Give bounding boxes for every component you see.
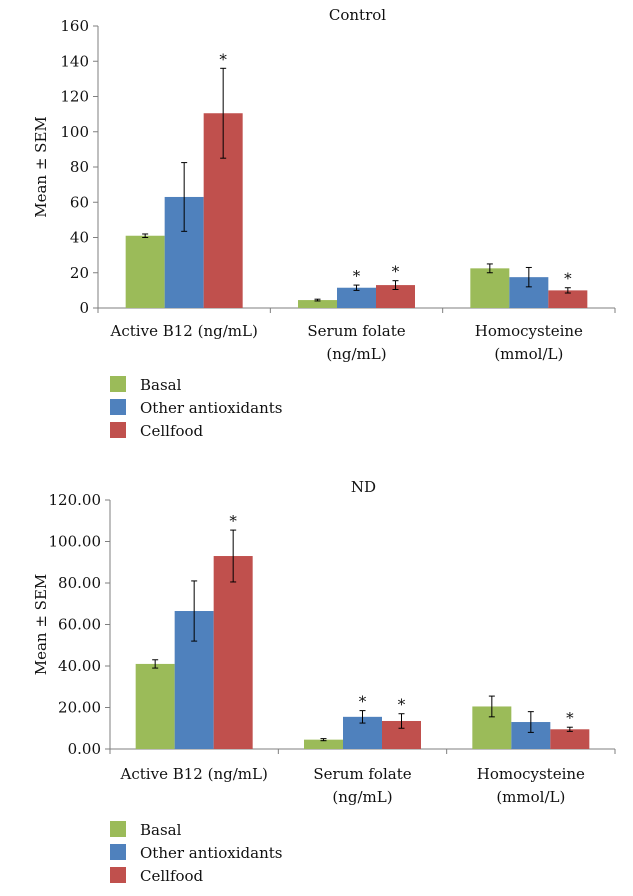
x-category-label: Serum folate [313, 765, 411, 783]
legend-label: Basal [140, 376, 182, 394]
significance-marker: * [566, 709, 574, 727]
y-tick-label: 40.00 [58, 657, 101, 675]
chart-title: Control [329, 6, 386, 24]
bar [214, 556, 253, 749]
x-category-label: (mmol/L) [494, 345, 563, 363]
y-tick-label: 80.00 [58, 574, 101, 592]
legend-label: Other antioxidants [140, 844, 282, 862]
bar [136, 664, 175, 749]
x-category-label: (ng/mL) [332, 788, 392, 806]
x-category-label: (mmol/L) [496, 788, 565, 806]
y-tick-label: 100.00 [49, 533, 102, 551]
x-category-label: (ng/mL) [326, 345, 386, 363]
significance-marker: * [229, 512, 237, 530]
significance-marker: * [392, 263, 400, 281]
y-tick-label: 20.00 [58, 699, 101, 717]
y-tick-label: 60 [70, 193, 89, 211]
legend-swatch [110, 844, 126, 860]
y-axis-label: Mean ± SEM [32, 116, 50, 218]
significance-marker: * [564, 270, 572, 288]
legend-swatch [110, 821, 126, 837]
x-category-label: Homocysteine [475, 322, 583, 340]
y-tick-label: 140 [60, 52, 89, 70]
x-category-label: Serum folate [307, 322, 405, 340]
y-tick-label: 120.00 [49, 491, 102, 509]
y-tick-label: 120 [60, 88, 89, 106]
legend-swatch [110, 399, 126, 415]
significance-marker: * [359, 693, 367, 711]
y-tick-label: 20 [70, 264, 89, 282]
significance-marker: * [219, 50, 227, 68]
y-tick-label: 0 [79, 299, 89, 317]
legend-label: Other antioxidants [140, 399, 282, 417]
y-tick-label: 100 [60, 123, 89, 141]
bar [470, 268, 509, 308]
legend-swatch [110, 376, 126, 392]
y-tick-label: 40 [70, 229, 89, 247]
chart-panel-1: Control Mean ± SEM 0 20 40 60 80 100 120 140 160 Ac… [32, 6, 615, 440]
x-category-label: Active B12 (ng/mL) [120, 765, 268, 783]
legend-swatch [110, 867, 126, 883]
y-tick-label: 80 [70, 158, 89, 176]
y-tick-label: 60.00 [58, 616, 101, 634]
legend-label: Cellfood [140, 422, 204, 440]
y-axis-label: Mean ± SEM [32, 574, 50, 676]
bar [126, 236, 165, 308]
x-category-label: Active B12 (ng/mL) [110, 322, 258, 340]
significance-marker: * [353, 267, 361, 285]
legend-label: Cellfood [140, 867, 204, 885]
y-tick-label: 160 [60, 17, 89, 35]
chart-panel-2: ND Mean ± SEM 0.00 20.00 40.00 60.00 80.00 100.… [32, 478, 615, 885]
legend-swatch [110, 422, 126, 438]
x-category-label: Homocysteine [477, 765, 585, 783]
y-tick-label: 0.00 [68, 740, 101, 758]
bar [550, 729, 589, 749]
chart-title: ND [351, 478, 376, 496]
legend-label: Basal [140, 821, 182, 839]
significance-marker: * [398, 696, 406, 714]
